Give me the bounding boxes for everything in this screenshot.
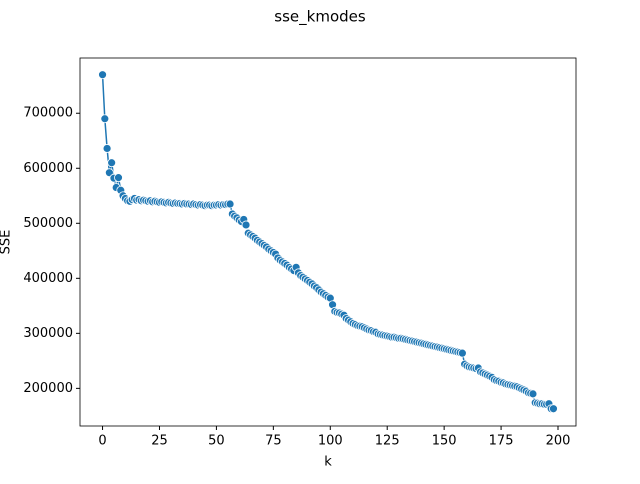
marker bbox=[114, 173, 123, 183]
x-tick-label: 100 bbox=[318, 434, 343, 449]
x-axis-label: k bbox=[324, 455, 332, 470]
plot-frame bbox=[79, 57, 577, 427]
marker bbox=[241, 220, 251, 230]
chart-title: sse_kmodes bbox=[274, 8, 366, 27]
marker bbox=[102, 144, 112, 153]
y-tick-label: 400000 bbox=[23, 271, 73, 286]
marker bbox=[107, 158, 117, 168]
y-tick-label: 300000 bbox=[23, 326, 73, 341]
marker bbox=[528, 389, 538, 399]
marker bbox=[100, 114, 110, 124]
x-tick-label: 150 bbox=[432, 434, 457, 449]
marker bbox=[98, 70, 107, 80]
x-tick-label: 200 bbox=[546, 434, 571, 449]
x-tick-label: 125 bbox=[375, 434, 400, 449]
y-axis-label: SSE bbox=[0, 230, 14, 255]
x-tick-label: 175 bbox=[489, 434, 514, 449]
marker bbox=[457, 348, 467, 358]
marker bbox=[225, 199, 235, 209]
marker bbox=[549, 404, 558, 414]
y-tick-label: 200000 bbox=[23, 381, 73, 396]
x-tick-label: 50 bbox=[208, 434, 225, 449]
y-tick-label: 600000 bbox=[23, 161, 73, 176]
y-tick-label: 700000 bbox=[23, 106, 73, 121]
x-tick-label: 0 bbox=[98, 434, 106, 449]
x-tick-label: 75 bbox=[265, 434, 282, 449]
x-tick-label: 25 bbox=[151, 434, 168, 449]
y-tick-label: 500000 bbox=[23, 216, 73, 231]
